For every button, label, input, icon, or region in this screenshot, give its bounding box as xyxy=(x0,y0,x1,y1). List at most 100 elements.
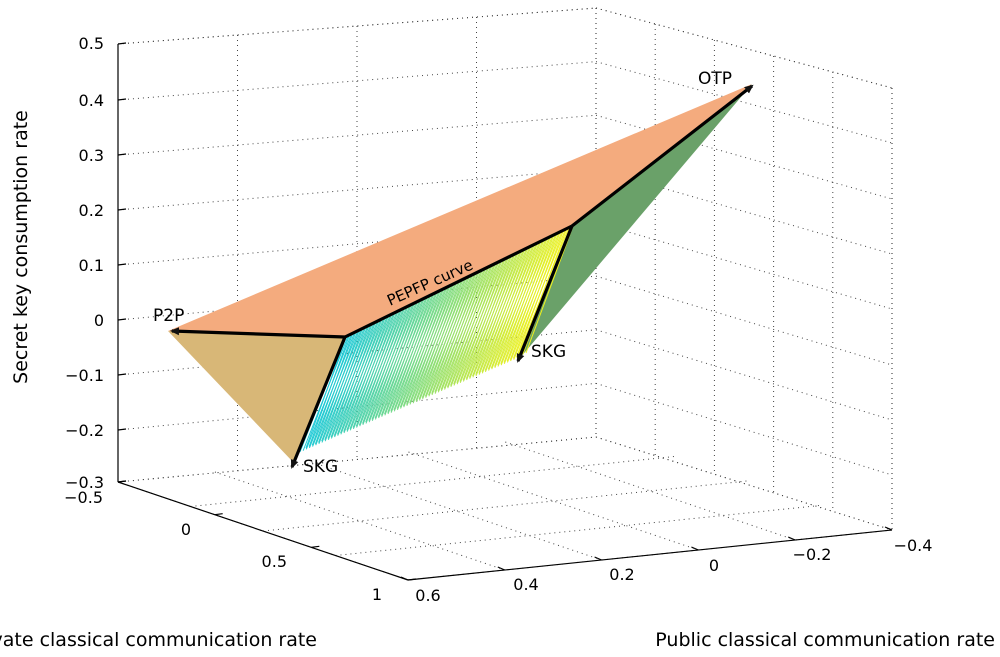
grid-line xyxy=(311,461,602,561)
y-tick-label: 0.6 xyxy=(415,586,440,605)
fan-line xyxy=(469,251,521,379)
fan-line xyxy=(444,263,495,390)
z-tick-label: −0.1 xyxy=(65,366,104,385)
fan-line xyxy=(387,292,437,415)
tick-mark xyxy=(497,566,506,571)
grid-line xyxy=(595,7,893,89)
grid-line xyxy=(595,329,893,421)
grid-line xyxy=(595,61,893,144)
fan-line xyxy=(462,254,515,382)
fan-line xyxy=(516,227,570,359)
fan-line xyxy=(321,325,369,443)
z-tick-label: −0.2 xyxy=(65,421,104,440)
grid-line xyxy=(408,451,699,551)
edges xyxy=(170,84,754,469)
y-axis-label: Public classical communication rate xyxy=(655,629,995,651)
tick-mark xyxy=(691,546,699,551)
fan-line xyxy=(343,314,391,434)
tick-mark xyxy=(884,526,893,531)
p2p-label: P2P xyxy=(153,306,184,326)
tick-mark xyxy=(117,42,127,45)
x-tick-labels: −0.5 0 0.5 1 xyxy=(64,488,382,604)
fan-line xyxy=(400,286,450,409)
fan-line xyxy=(330,320,378,439)
fan-line xyxy=(305,333,352,450)
p2p-arrow xyxy=(170,327,346,339)
x-axis-line xyxy=(117,481,409,581)
fan-line xyxy=(491,240,544,370)
grid-line xyxy=(595,436,893,531)
fan-line xyxy=(308,332,356,449)
grid-line xyxy=(214,471,505,571)
fan-line xyxy=(362,305,411,426)
fan-line xyxy=(450,260,502,388)
y-tick-label: 0.4 xyxy=(513,575,538,594)
fan-line xyxy=(315,328,362,446)
y-tick-label: 0 xyxy=(709,556,719,575)
z-axis-label: Secret key consumption rate xyxy=(10,110,32,384)
fan-line xyxy=(459,255,511,383)
fan-line xyxy=(393,289,443,412)
fan-line xyxy=(497,236,550,367)
fan-line xyxy=(434,268,485,394)
fan-line xyxy=(488,241,541,371)
x-tick-label: −0.5 xyxy=(64,488,103,507)
x-tick-label: 0 xyxy=(181,520,191,539)
y-tick-labels: 0.6 0.4 0.2 0 −0.2 −0.4 xyxy=(415,536,932,605)
fan-line xyxy=(494,238,547,369)
fan-line xyxy=(425,273,476,398)
grid-line xyxy=(505,441,796,541)
fan-line xyxy=(324,324,372,442)
tick-mark xyxy=(117,153,127,156)
pepfp-curve-line xyxy=(344,224,573,339)
tick-mark xyxy=(311,545,320,548)
y-axis-line xyxy=(407,529,893,581)
fan-line xyxy=(472,249,524,378)
fan-line xyxy=(302,335,349,451)
grid-line xyxy=(262,480,748,532)
fan-line xyxy=(510,230,563,362)
fan-line xyxy=(409,281,459,405)
x-tick-label: 1 xyxy=(372,585,382,604)
fan-line xyxy=(412,279,463,404)
y-tick-label: −0.2 xyxy=(793,545,832,564)
tick-mark xyxy=(117,480,127,483)
fan-line xyxy=(359,306,408,427)
tick-mark xyxy=(117,373,127,376)
fan-line xyxy=(327,322,375,440)
fan-line xyxy=(378,297,427,419)
fan-line xyxy=(406,282,456,407)
tick-mark xyxy=(407,578,417,581)
tick-mark xyxy=(787,536,796,541)
z-tick-label: 0.2 xyxy=(79,201,104,220)
x-axis-label: Private classical communication rate xyxy=(0,629,317,651)
tick-mark xyxy=(117,263,127,266)
z-tick-label: −0.3 xyxy=(65,473,104,492)
tick-marks xyxy=(117,42,893,581)
z-tick-label: 0 xyxy=(94,311,104,330)
grid-line xyxy=(117,61,597,101)
fan-line xyxy=(440,265,492,392)
fan-line xyxy=(513,228,566,360)
fan-line xyxy=(431,270,482,396)
fan-line xyxy=(466,252,518,381)
z-tick-label: 0.1 xyxy=(79,256,104,275)
fan-line xyxy=(447,262,498,389)
fan-line xyxy=(349,311,398,431)
skg-arrow-left xyxy=(290,336,347,469)
right-plane xyxy=(520,84,752,358)
tick-mark xyxy=(214,513,223,516)
fan-line xyxy=(506,232,560,363)
fan-line xyxy=(374,298,424,420)
fan-line xyxy=(312,330,359,447)
fan-line xyxy=(337,317,385,436)
grid-line xyxy=(595,275,893,366)
left-plane xyxy=(168,331,345,462)
fan-line xyxy=(428,271,479,397)
pepfp-fan-lines xyxy=(299,225,574,453)
fan-line xyxy=(475,248,528,377)
fan-line xyxy=(484,243,537,373)
otp-arrow xyxy=(571,84,754,228)
y-tick-label: −0.4 xyxy=(894,536,933,555)
grid-line xyxy=(595,222,893,310)
